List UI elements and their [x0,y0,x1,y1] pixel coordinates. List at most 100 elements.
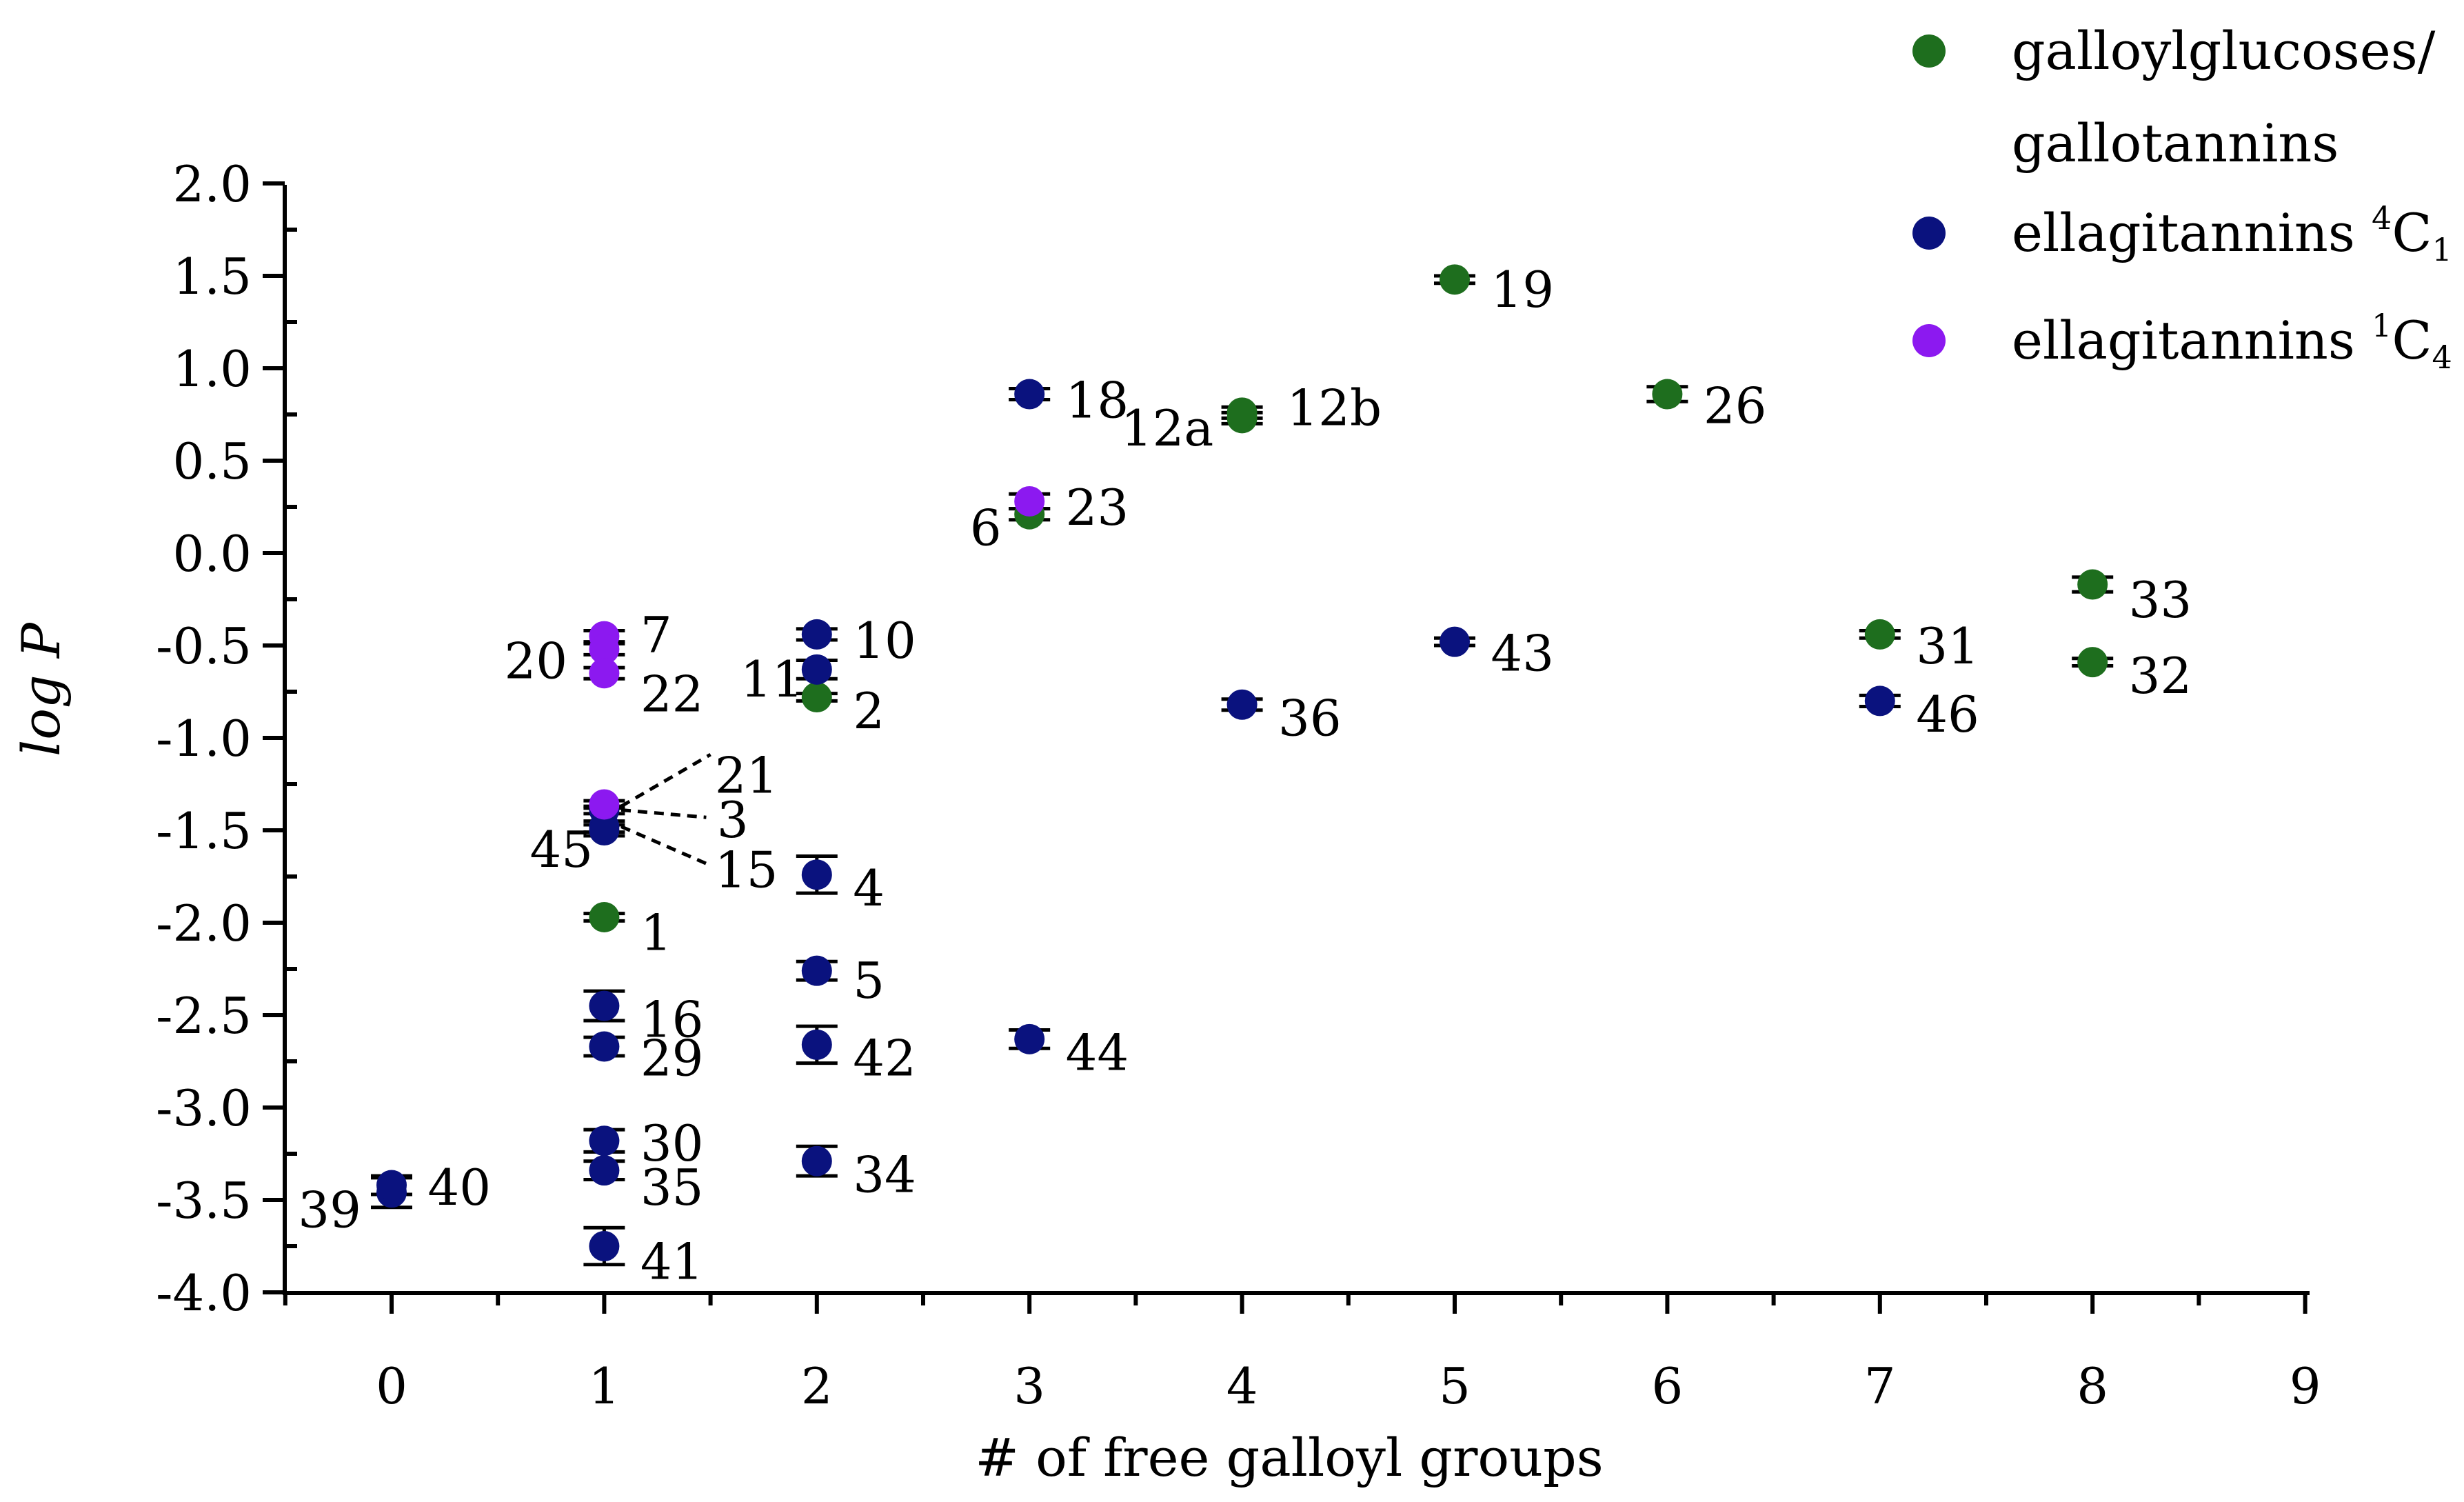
point-label-6: 6 [970,499,1002,557]
y-tick-label: -3.0 [156,1079,252,1137]
y-tick-label: -3.5 [156,1172,252,1230]
point-21 [589,789,620,820]
point-label-10: 10 [853,612,916,670]
point-42 [801,1029,832,1060]
point-label-34: 34 [853,1145,916,1203]
point-label-7: 7 [640,606,672,664]
point-label-5: 5 [853,952,885,1010]
point-1 [589,901,620,932]
point-41 [589,1231,620,1261]
y-tick-label: -2.0 [156,894,252,952]
point-label-43: 43 [1491,625,1554,683]
point-16 [589,990,620,1021]
point-2 [801,682,832,713]
point-40 [376,1170,407,1201]
x-tick-label: 5 [1439,1357,1471,1415]
x-tick-label: 1 [588,1357,620,1415]
tick-labels: 2.0 1.5 1.0 0.5 0.0 -0.5 -1.0 -1.5 -2.0 -2.5 -3.0 -… [156,155,2321,1415]
point-label-35: 35 [640,1159,704,1216]
leader-line [620,752,711,808]
point-label-39: 39 [298,1181,361,1239]
y-tick-label: 0.0 [172,525,252,583]
point-label-33: 33 [2129,571,2192,629]
point-label-36: 36 [1278,690,1342,748]
point-36 [1226,689,1258,720]
leader-line [620,808,707,819]
point-label-15: 15 [715,841,778,899]
point-label-29: 29 [640,1030,704,1088]
y-tick-label: 2.0 [172,155,252,213]
point-label-40: 40 [427,1159,491,1216]
point-label-23: 23 [1066,479,1129,537]
point-30 [589,1125,620,1156]
x-tick-label: 3 [1013,1357,1045,1415]
point-label-16: 16 [640,990,704,1048]
legend-main-4c1: C [2392,202,2432,263]
point-31 [1864,619,1895,650]
point-11 [801,654,832,685]
point-label-4: 4 [853,859,885,917]
legend-sub-1c4: 4 [2432,339,2452,376]
point-44 [1014,1023,1045,1054]
x-tick-label: 2 [801,1357,833,1415]
point-12b [1226,397,1258,428]
point-5 [801,955,832,986]
point-20 [589,634,620,665]
legend-label-galloyl-line2: gallotannins [2012,112,2339,174]
point-4 [801,859,832,890]
y-axis-title: log P [10,621,72,757]
point-label-3: 3 [717,791,749,849]
point-35 [589,1155,620,1186]
point-label-31: 31 [1916,617,1979,675]
point-29 [589,1031,620,1062]
point-label-21: 21 [715,747,778,805]
point-23 [1014,485,1045,517]
y-tick-label: -0.5 [156,617,252,675]
point-label-45: 45 [529,821,593,879]
point-label-18: 18 [1066,372,1129,430]
point-label-12a: 12a [1121,399,1214,457]
tick-marks [263,181,2308,1314]
point-label-22: 22 [640,665,704,723]
point-33 [2077,569,2108,600]
point-label-11: 11 [740,650,804,708]
legend-label-ellagitannins-1c4: ellagitannins 1C4 [2012,307,2452,376]
x-tick-label: 8 [2077,1357,2108,1415]
leader-lines [620,752,711,865]
legend-text-4c1: ellagitannins [2012,202,2372,263]
point-22 [589,658,620,689]
x-tick-label: 0 [376,1357,407,1415]
legend-text-1c4: ellagitannins [2012,310,2372,371]
x-axis-title: # of free galloyl groups [975,1427,1604,1488]
legend: galloylglucoses/ gallotannins ellagitann… [1912,20,2452,376]
y-tick-label: -4.0 [156,1264,252,1322]
legend-marker-ellagitannins-1c4 [1912,324,1946,357]
legend-marker-ellagitannins-4c1 [1912,217,1946,250]
point-10 [801,619,832,650]
point-label-46: 46 [1916,685,1979,743]
point-18 [1014,379,1045,410]
point-34 [801,1145,832,1176]
y-tick-label: 1.5 [172,248,252,306]
point-19 [1440,264,1470,295]
x-tick-label: 9 [2290,1357,2321,1415]
x-tick-label: 7 [1864,1357,1896,1415]
legend-label-galloyl-line1: galloylglucoses/ [2012,20,2436,81]
point-label-44: 44 [1066,1024,1129,1082]
point-label-26: 26 [1704,377,1767,435]
y-tick-label: 1.0 [172,340,252,398]
legend-main-1c4: C [2392,310,2432,371]
point-label-41: 41 [640,1232,704,1290]
legend-marker-galloyl [1912,34,1946,68]
leader-line [620,825,707,865]
legend-sup-4c1: 4 [2372,199,2392,237]
point-label-1: 1 [640,903,672,961]
point-label-32: 32 [2129,647,2192,705]
legend-sub-4c1: 1 [2432,231,2452,268]
point-32 [2077,647,2108,678]
point-45 [589,815,620,845]
x-tick-label: 4 [1226,1357,1258,1415]
point-43 [1440,626,1470,657]
point-label-19: 19 [1491,261,1554,319]
